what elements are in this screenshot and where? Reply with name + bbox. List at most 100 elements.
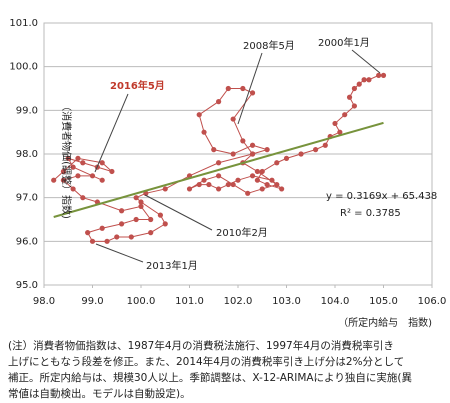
point	[240, 138, 246, 144]
point	[337, 129, 343, 135]
point	[186, 186, 193, 192]
point	[60, 168, 66, 175]
x-tick-label: 106.0	[418, 296, 447, 307]
point	[249, 173, 256, 179]
point	[298, 151, 304, 157]
x-tick-label: 104.0	[321, 296, 350, 307]
point	[138, 203, 144, 209]
point	[99, 160, 105, 166]
note-line: 上げにともなう段差を修正。また、2014年4月の消費税率引き上げ分は2%分として	[8, 355, 404, 368]
point	[259, 168, 265, 175]
point	[80, 160, 86, 166]
point	[279, 186, 285, 192]
point	[162, 186, 168, 192]
point	[274, 181, 280, 188]
arrow	[144, 194, 213, 231]
annotation: 2000年1月	[318, 36, 370, 49]
point	[75, 173, 81, 179]
point	[249, 142, 256, 148]
point	[70, 164, 76, 170]
point	[230, 181, 236, 188]
point	[216, 186, 222, 192]
point	[119, 208, 125, 214]
point	[342, 112, 348, 118]
x-tick-label: 99.0	[81, 296, 103, 307]
y-tick-label: 100.0	[9, 62, 38, 73]
y-tick-label: 95.0	[16, 280, 38, 291]
y-axis-label: （消費者物価(調整）指数)	[60, 101, 73, 219]
arrow	[95, 243, 144, 263]
x-tick-label: 101.0	[175, 296, 204, 307]
x-tick-label: 102.0	[224, 296, 253, 307]
point	[230, 151, 236, 157]
point	[138, 199, 144, 205]
note-line: 常値は自動検出。モデルは自動設定)。	[8, 387, 191, 400]
point	[75, 155, 81, 161]
point	[245, 190, 251, 196]
point	[148, 216, 154, 223]
point	[351, 103, 357, 109]
point	[264, 147, 270, 153]
arrow	[351, 49, 381, 74]
point	[85, 230, 91, 236]
point	[60, 177, 66, 183]
point	[133, 195, 139, 201]
point	[254, 168, 260, 175]
y-tick-label: 96.0	[16, 236, 38, 247]
point	[89, 173, 96, 179]
point	[119, 221, 125, 227]
marks	[51, 72, 387, 244]
point	[216, 99, 222, 105]
point	[196, 181, 202, 188]
point	[274, 160, 280, 166]
point	[254, 177, 260, 183]
point	[240, 85, 246, 92]
x-tick-label: 103.0	[272, 296, 301, 307]
point	[109, 168, 115, 175]
point	[361, 77, 367, 83]
note-line: (注）消費者物価指数は、1987年4月の消費税法施行、1997年4月の消費税率引…	[8, 339, 394, 352]
point	[80, 195, 86, 201]
point	[249, 90, 256, 96]
point	[264, 181, 270, 188]
arrow	[237, 52, 263, 125]
annotation: 2016年5月	[110, 79, 165, 92]
note-line: 補正。所定内給与は、規模30人以上。季節調整は、X-12-ARIMAにより独自に…	[8, 371, 412, 384]
equation: y = 0.3169x + 65.438	[326, 191, 437, 202]
point	[235, 177, 241, 183]
point	[104, 238, 110, 244]
annotation: 2010年2月	[216, 226, 268, 239]
point	[332, 120, 338, 127]
point	[201, 129, 207, 135]
point	[162, 221, 168, 227]
point	[269, 177, 275, 183]
point	[133, 216, 139, 223]
point	[230, 116, 236, 122]
y-tick-label: 97.0	[16, 193, 38, 204]
point	[366, 77, 372, 83]
point	[211, 147, 217, 153]
point	[249, 151, 256, 157]
x-tick-label: 100.0	[127, 296, 156, 307]
point	[148, 230, 154, 236]
r-squared: R² = 0.3785	[340, 208, 401, 219]
point	[206, 181, 212, 188]
point	[128, 234, 134, 240]
trendline	[53, 121, 384, 218]
point	[376, 72, 382, 78]
point	[196, 112, 202, 118]
point	[346, 94, 353, 100]
point	[157, 212, 163, 218]
point	[225, 85, 231, 92]
arrow	[94, 93, 129, 173]
point	[259, 186, 265, 192]
point	[99, 225, 105, 231]
point	[283, 155, 290, 161]
point	[51, 177, 57, 183]
point	[225, 181, 231, 188]
point	[65, 155, 71, 161]
y-tick-label: 101.0	[9, 18, 38, 29]
x-tick-label: 105.0	[369, 296, 398, 307]
point	[313, 147, 319, 153]
